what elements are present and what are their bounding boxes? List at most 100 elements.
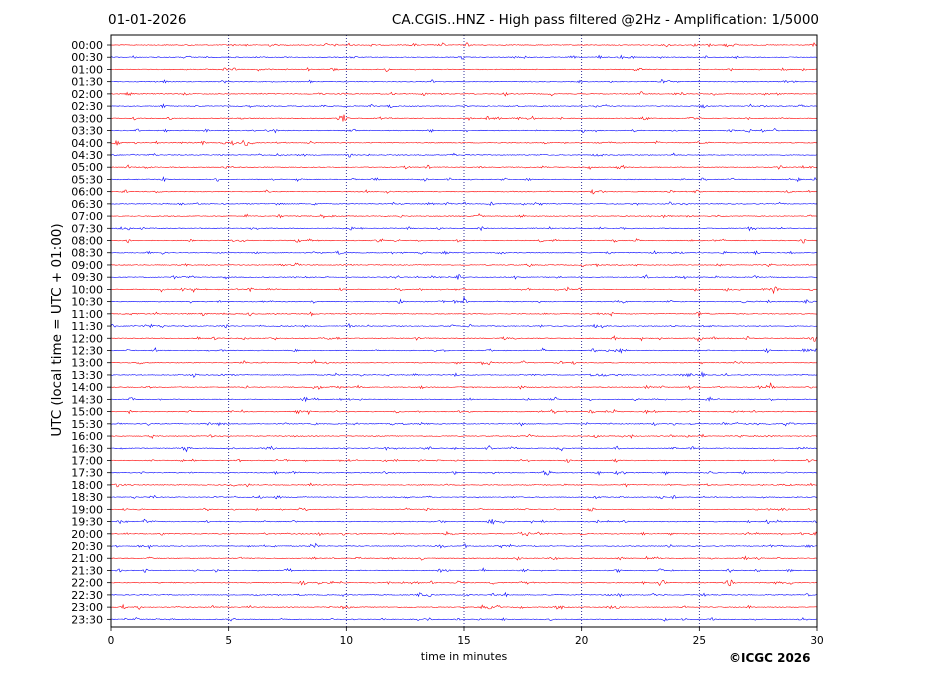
y-tick-label-18:00: 18:00 xyxy=(71,479,103,492)
y-tick-label-00:30: 00:30 xyxy=(71,51,103,64)
y-tick-label-14:00: 14:00 xyxy=(71,381,103,394)
y-tick-label-21:00: 21:00 xyxy=(71,552,103,565)
y-tick-label-00:00: 00:00 xyxy=(71,39,103,52)
y-tick-label-16:30: 16:30 xyxy=(71,442,103,455)
trace-16:00 xyxy=(110,433,818,439)
trace-17:00 xyxy=(110,458,818,464)
y-tick-label-02:00: 02:00 xyxy=(71,88,103,101)
y-tick-label-11:00: 11:00 xyxy=(71,308,103,321)
plot-frame xyxy=(110,34,818,628)
trace-02:30 xyxy=(110,103,818,109)
trace-06:00 xyxy=(110,188,818,195)
trace-07:00 xyxy=(110,213,818,219)
trace-15:30 xyxy=(110,421,818,427)
trace-00:00 xyxy=(110,42,818,48)
trace-22:00 xyxy=(110,579,818,587)
y-tick-label-10:00: 10:00 xyxy=(71,283,103,296)
y-tick-label-11:30: 11:30 xyxy=(71,320,103,333)
trace-20:00 xyxy=(110,530,818,537)
x-tick-label-10: 10 xyxy=(340,635,353,647)
y-tick-label-07:30: 07:30 xyxy=(71,222,103,235)
y-tick-label-17:00: 17:00 xyxy=(71,454,103,467)
y-tick-label-05:00: 05:00 xyxy=(71,161,103,174)
y-tick-label-03:30: 03:30 xyxy=(71,125,103,138)
trace-10:30 xyxy=(110,296,818,305)
trace-09:30 xyxy=(110,273,818,280)
trace-05:00 xyxy=(110,164,818,170)
trace-03:30 xyxy=(110,128,818,134)
y-tick-label-17:30: 17:30 xyxy=(71,467,103,480)
y-tick-label-19:30: 19:30 xyxy=(71,516,103,529)
x-tick-label-0: 0 xyxy=(108,635,115,647)
trace-11:00 xyxy=(110,311,818,318)
trace-08:30 xyxy=(110,250,818,256)
trace-11:30 xyxy=(110,323,818,329)
y-tick-label-16:00: 16:00 xyxy=(71,430,103,443)
trace-13:00 xyxy=(110,359,818,366)
trace-13:30 xyxy=(110,371,818,378)
y-tick-label-03:00: 03:00 xyxy=(71,112,103,125)
y-tick-label-06:30: 06:30 xyxy=(71,198,103,211)
trace-21:30 xyxy=(110,567,818,574)
trace-14:00 xyxy=(110,382,818,390)
trace-22:30 xyxy=(110,591,818,598)
trace-09:00 xyxy=(110,262,818,268)
trace-19:00 xyxy=(110,507,818,512)
y-tick-label-12:00: 12:00 xyxy=(71,332,103,345)
trace-18:00 xyxy=(110,482,818,488)
y-tick-label-15:00: 15:00 xyxy=(71,406,103,419)
y-tick-label-10:30: 10:30 xyxy=(71,296,103,309)
y-tick-label-15:30: 15:30 xyxy=(71,418,103,431)
trace-10:00 xyxy=(110,286,818,295)
trace-16:30 xyxy=(110,445,818,453)
y-tick-label-01:30: 01:30 xyxy=(71,76,103,89)
y-tick-label-08:00: 08:00 xyxy=(71,235,103,248)
trace-03:00 xyxy=(110,114,818,122)
trace-08:00 xyxy=(110,238,818,244)
trace-06:30 xyxy=(110,201,818,206)
trace-17:30 xyxy=(110,470,818,476)
trace-20:30 xyxy=(110,542,818,550)
y-tick-label-09:30: 09:30 xyxy=(71,271,103,284)
trace-12:00 xyxy=(110,335,818,342)
trace-21:00 xyxy=(110,555,818,561)
x-tick-label-15: 15 xyxy=(457,635,470,647)
y-tick-label-23:00: 23:00 xyxy=(71,601,103,614)
x-axis-label: time in minutes xyxy=(420,650,508,663)
y-tick-label-08:30: 08:30 xyxy=(71,247,103,260)
plot-date: 01-01-2026 xyxy=(108,12,187,28)
trace-07:30 xyxy=(110,226,818,232)
y-tick-label-04:30: 04:30 xyxy=(71,149,103,162)
y-tick-label-09:00: 09:00 xyxy=(71,259,103,272)
y-tick-label-20:00: 20:00 xyxy=(71,528,103,541)
trace-02:00 xyxy=(110,91,818,97)
trace-14:30 xyxy=(110,396,818,403)
trace-19:30 xyxy=(111,518,818,525)
trace-04:30 xyxy=(110,152,818,158)
y-tick-label-21:30: 21:30 xyxy=(71,564,103,577)
x-tick-label-25: 25 xyxy=(693,635,706,647)
y-tick-label-14:30: 14:30 xyxy=(71,393,103,406)
y-tick-label-23:30: 23:30 xyxy=(71,613,103,626)
trace-18:30 xyxy=(110,495,818,500)
trace-05:30 xyxy=(110,176,818,183)
x-tick-label-20: 20 xyxy=(575,635,588,647)
y-tick-label-02:30: 02:30 xyxy=(71,100,103,113)
y-tick-label-13:30: 13:30 xyxy=(71,369,103,382)
trace-23:00 xyxy=(110,603,818,610)
trace-12:30 xyxy=(110,347,818,354)
y-tick-label-13:00: 13:00 xyxy=(71,357,103,370)
y-tick-label-05:30: 05:30 xyxy=(71,173,103,186)
trace-01:30 xyxy=(110,78,818,84)
chart-title: CA.CGIS..HNZ - High pass filtered @2Hz -… xyxy=(391,12,819,28)
y-tick-label-06:00: 06:00 xyxy=(71,186,103,199)
y-tick-label-18:30: 18:30 xyxy=(71,491,103,504)
y-tick-label-01:00: 01:00 xyxy=(71,63,103,76)
x-tick-label-30: 30 xyxy=(810,635,823,647)
x-tick-label-5: 5 xyxy=(225,635,232,647)
trace-04:00 xyxy=(110,139,818,146)
y-tick-label-07:00: 07:00 xyxy=(71,210,103,223)
trace-00:30 xyxy=(110,54,818,60)
trace-15:00 xyxy=(110,408,818,416)
